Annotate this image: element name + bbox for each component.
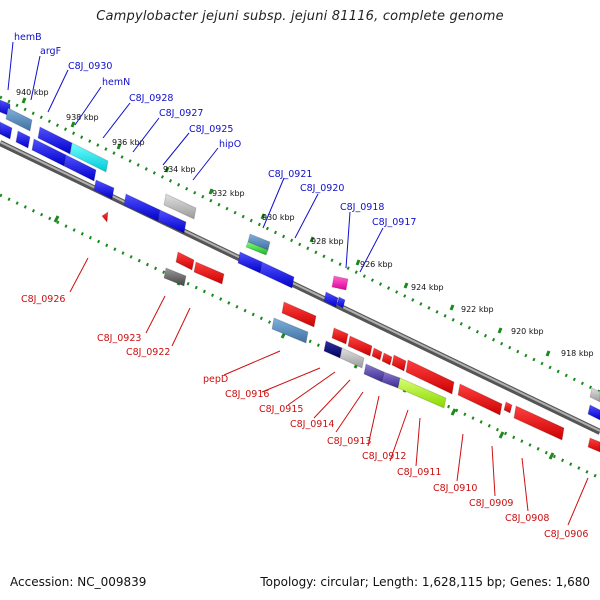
gene-arrow[interactable] bbox=[175, 251, 195, 271]
map-title: Campylobacter jejuni subsp. jejuni 81116… bbox=[96, 9, 504, 24]
gene-arrow[interactable] bbox=[336, 296, 346, 309]
gene-arrow[interactable] bbox=[363, 363, 385, 383]
tick-ring-outer bbox=[0, 95, 600, 394]
tick-label: 930 kbp bbox=[262, 213, 295, 222]
tick-label: 936 kbp bbox=[112, 138, 145, 147]
tick-label: 926 kbp bbox=[360, 260, 393, 269]
gene-label[interactable]: C8J_0927 bbox=[159, 108, 203, 119]
tick-label: 934 kbp bbox=[163, 165, 196, 174]
gene-label[interactable]: C8J_0921 bbox=[268, 169, 312, 180]
gene-arrow[interactable] bbox=[93, 179, 115, 200]
gene-label[interactable]: C8J_0928 bbox=[129, 93, 173, 104]
gene-label[interactable]: C8J_0911 bbox=[397, 467, 441, 478]
gene-label[interactable]: hipO bbox=[219, 139, 241, 150]
reverse-gene-labels: C8J_0926 C8J_0923 C8J_0922 pepD C8J_0916… bbox=[21, 294, 588, 540]
gene-arrow[interactable] bbox=[587, 437, 600, 453]
gene-label[interactable]: C8J_0920 bbox=[300, 183, 344, 194]
gene-arrow[interactable] bbox=[589, 387, 600, 403]
gene-arrow[interactable] bbox=[163, 193, 197, 220]
gene-arrow[interactable] bbox=[503, 401, 513, 414]
gene-arrow[interactable] bbox=[331, 275, 349, 291]
gene-label[interactable]: hemN bbox=[102, 77, 130, 88]
gene-label[interactable]: argF bbox=[40, 46, 61, 57]
tick-label: 920 kbp bbox=[511, 327, 544, 336]
tick-label: 924 kbp bbox=[411, 283, 444, 292]
gene-arrow[interactable] bbox=[513, 405, 565, 441]
gene-arrow[interactable] bbox=[323, 340, 343, 359]
tick-label: 922 kbp bbox=[461, 305, 494, 314]
gene-label[interactable]: C8J_0913 bbox=[327, 436, 371, 447]
tick-label: 938 kbp bbox=[66, 113, 99, 122]
gene-label[interactable]: C8J_0918 bbox=[340, 202, 384, 213]
gene-arrow[interactable] bbox=[69, 142, 109, 173]
gene-label[interactable]: C8J_0930 bbox=[68, 61, 112, 72]
gene-arrow[interactable] bbox=[271, 317, 309, 344]
gene-label[interactable]: C8J_0906 bbox=[544, 529, 588, 540]
gene-label[interactable]: C8J_0909 bbox=[469, 498, 513, 509]
gene-label[interactable]: C8J_0925 bbox=[189, 124, 233, 135]
gene-label[interactable]: C8J_0908 bbox=[505, 513, 549, 524]
gene-label[interactable]: C8J_0917 bbox=[372, 217, 416, 228]
reverse-leaders bbox=[69, 257, 589, 526]
gene-arrow[interactable] bbox=[405, 359, 455, 395]
tick-label: 932 kbp bbox=[212, 189, 245, 198]
gene-label[interactable]: C8J_0926 bbox=[21, 294, 65, 305]
accession-text: Accession: NC_009839 bbox=[10, 575, 147, 589]
gene-arrow[interactable] bbox=[347, 335, 373, 357]
gene-arrow[interactable] bbox=[63, 154, 97, 182]
reverse-genes bbox=[101, 210, 600, 453]
forward-leaders bbox=[7, 41, 384, 273]
gene-arrow[interactable] bbox=[381, 352, 393, 366]
gene-label[interactable]: C8J_0910 bbox=[433, 483, 477, 494]
gene-arrow[interactable] bbox=[101, 210, 109, 224]
gene-arrow[interactable] bbox=[281, 301, 317, 328]
tick-label: 918 kbp bbox=[561, 349, 594, 358]
genome-info-text: Topology: circular; Length: 1,628,115 bp… bbox=[260, 575, 590, 589]
gene-arrow[interactable] bbox=[163, 267, 187, 287]
gene-arrow[interactable] bbox=[391, 354, 407, 372]
gene-arrow[interactable] bbox=[259, 261, 295, 289]
gene-arrow[interactable] bbox=[237, 251, 263, 274]
gene-arrow[interactable] bbox=[587, 404, 600, 421]
forward-genes bbox=[0, 99, 600, 421]
gene-arrow[interactable] bbox=[331, 327, 349, 345]
gene-arrow[interactable] bbox=[15, 130, 31, 149]
gene-arrow[interactable] bbox=[397, 377, 447, 409]
gene-label[interactable]: C8J_0915 bbox=[259, 404, 303, 415]
gene-arrow[interactable] bbox=[371, 347, 383, 361]
gene-arrow[interactable] bbox=[245, 241, 269, 256]
gene-arrow[interactable] bbox=[381, 371, 401, 389]
gene-label[interactable]: C8J_0914 bbox=[290, 419, 334, 430]
gene-label[interactable]: C8J_0912 bbox=[362, 451, 406, 462]
tick-labels: 940 kbp 938 kbp 936 kbp 934 kbp 932 kbp … bbox=[16, 88, 594, 358]
gene-arrow[interactable] bbox=[0, 121, 13, 140]
gene-arrow[interactable] bbox=[457, 383, 503, 416]
gene-arrow[interactable] bbox=[323, 291, 339, 308]
gene-arrow[interactable] bbox=[123, 193, 161, 222]
gene-arrow[interactable] bbox=[157, 209, 187, 234]
gene-arrow[interactable] bbox=[193, 261, 225, 285]
gene-label[interactable]: C8J_0923 bbox=[97, 333, 141, 344]
gene-label[interactable]: pepD bbox=[203, 374, 228, 385]
gene-label[interactable]: C8J_0916 bbox=[225, 389, 269, 400]
gene-label[interactable]: hemB bbox=[14, 32, 42, 43]
forward-gene-labels: hemB argF C8J_0930 hemN C8J_0928 C8J_092… bbox=[14, 32, 416, 228]
gene-arrow[interactable] bbox=[5, 107, 33, 132]
tick-label: 928 kbp bbox=[311, 237, 344, 246]
gene-arrow[interactable] bbox=[339, 347, 365, 369]
gene-label[interactable]: C8J_0922 bbox=[126, 347, 170, 358]
